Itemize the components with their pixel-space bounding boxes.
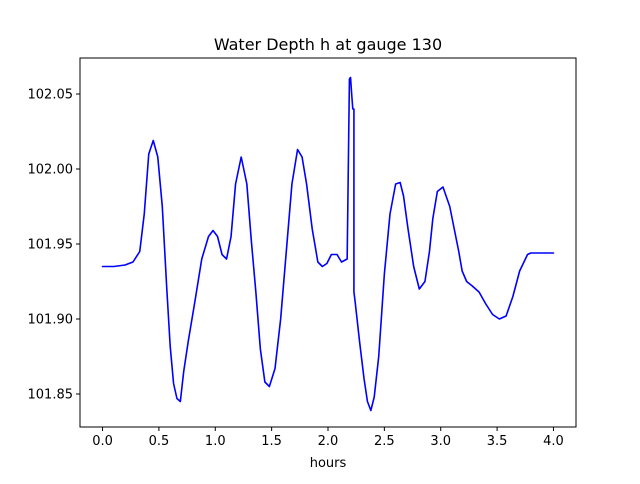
y-tick-label: 101.90 (28, 313, 74, 328)
x-tick-label: 0.0 (92, 434, 113, 449)
x-tick-label: 3.0 (430, 434, 451, 449)
series-line (101, 76, 555, 412)
x-tick-label: 1.5 (261, 434, 282, 449)
plot-frame (79, 57, 577, 428)
x-tick-label: 2.0 (318, 434, 339, 449)
y-tick-label: 101.95 (28, 238, 74, 253)
chart-title: Water Depth h at gauge 130 (214, 35, 442, 54)
x-tick-label: 4.0 (543, 434, 564, 449)
x-tick-label: 0.5 (149, 434, 170, 449)
x-axis-label: hours (310, 456, 347, 471)
y-tick-label: 102.05 (28, 88, 74, 103)
x-tick-label: 3.5 (487, 434, 508, 449)
y-tick-label: 101.85 (28, 388, 74, 403)
x-tick-label: 1.0 (205, 434, 226, 449)
x-tick-label: 2.5 (374, 434, 395, 449)
y-tick-label: 102.00 (28, 163, 74, 178)
plot-layer: 0.0 0.5 1.0 1.5 2.0 2.5 3.0 3.5 4.0 101.85 101.90 1… (28, 76, 564, 449)
